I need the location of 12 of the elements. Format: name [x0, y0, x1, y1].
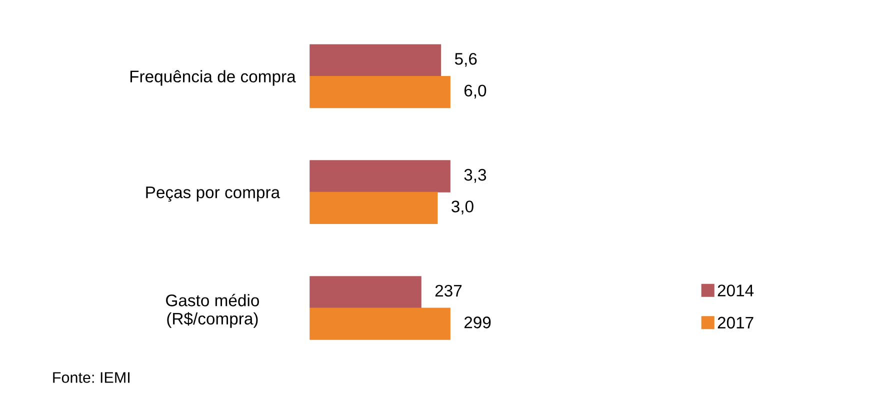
data-label: 3,3 [464, 168, 486, 183]
data-label: 3,0 [452, 200, 474, 214]
legend-label: 2017 [718, 316, 754, 329]
data-label: 6,0 [464, 84, 486, 98]
legend-label: 2014 [718, 284, 754, 296]
y-tick-label: Peças por compra [146, 186, 280, 202]
data-label: 299 [464, 316, 491, 328]
source-note: Fonte: IEMI [53, 372, 130, 383]
data-label: 5,6 [454, 53, 477, 67]
data-label: 237 [435, 284, 462, 297]
y-tick-label: Frequência de compra [130, 70, 296, 86]
y-tick-label: Gasto médio (R$/compra) [166, 294, 259, 328]
